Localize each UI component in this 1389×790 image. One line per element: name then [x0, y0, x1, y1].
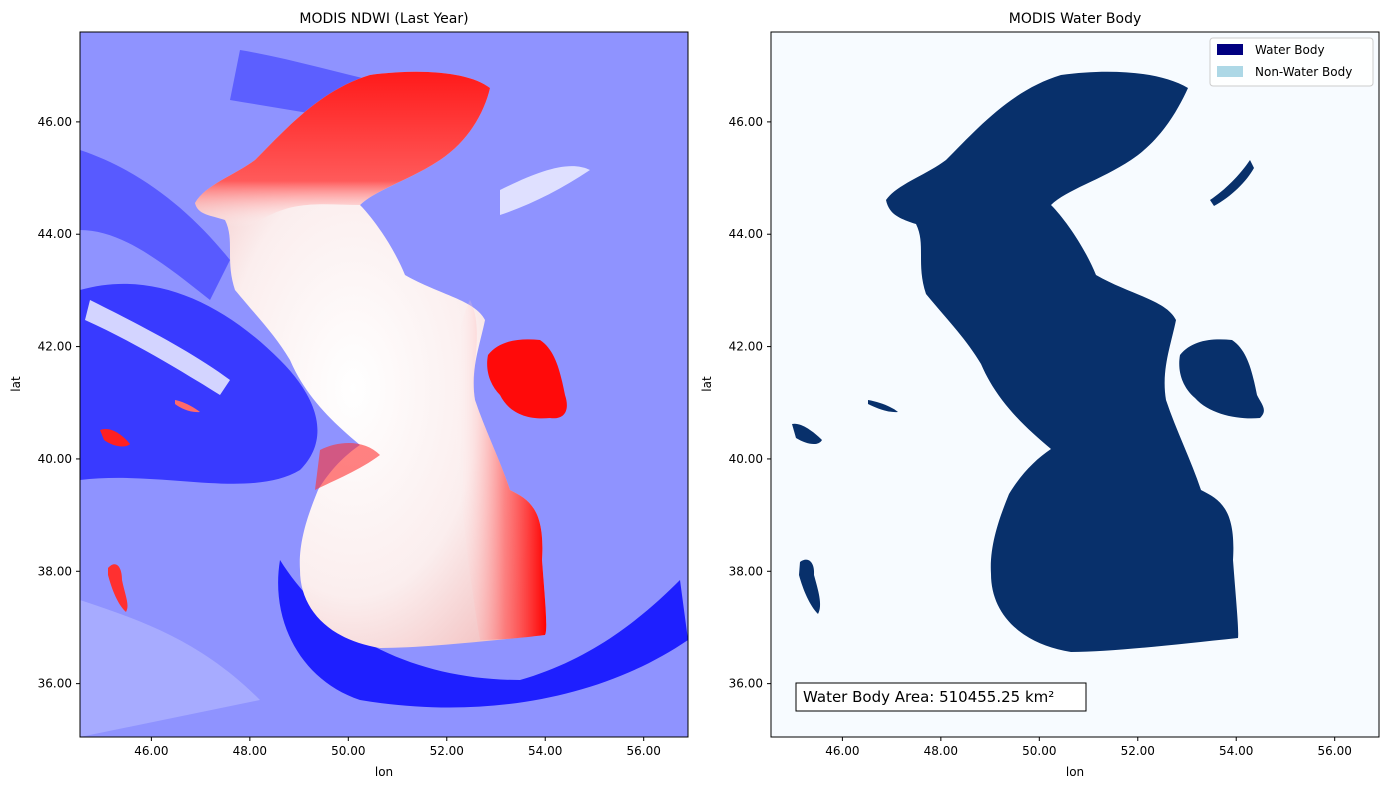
- caspian-waist-ndwi: [315, 443, 380, 490]
- ndwi-panel: MODIS NDWI (Last Year) lon lat 46.00 48.…: [9, 11, 689, 779]
- water-ytick-3: 42.00: [729, 340, 771, 354]
- svg-text:46.00: 46.00: [38, 115, 72, 129]
- svg-text:40.00: 40.00: [729, 452, 763, 466]
- water-ytick-2: 40.00: [729, 452, 771, 466]
- water-ytick-4: 44.00: [729, 227, 771, 241]
- svg-text:44.00: 44.00: [729, 227, 763, 241]
- legend-frame: [1209, 37, 1374, 87]
- caspian-east-coast-ndwi: [453, 300, 547, 640]
- water-ytick-5: 46.00: [729, 115, 771, 129]
- svg-text:54.00: 54.00: [528, 744, 562, 758]
- north-caspian-shallows: [195, 71, 490, 228]
- ndwi-xtick-5: 56.00: [627, 737, 661, 758]
- water-body-title: MODIS Water Body: [1009, 11, 1142, 27]
- water-body-ticks: 46.00 48.00 50.00 52.00 54.00 56.00 36.0…: [729, 115, 1352, 758]
- caspian-sea-ndwi: [195, 71, 547, 649]
- water-xtick-5: 56.00: [1318, 737, 1352, 758]
- water-xtick-0: 46.00: [825, 737, 860, 758]
- ndwi-image: [80, 32, 688, 737]
- area-annotation-text: Water Body Area: 510455.25 km²: [803, 688, 1054, 706]
- svg-text:36.00: 36.00: [38, 677, 72, 691]
- ndwi-title: MODIS NDWI (Last Year): [299, 11, 468, 27]
- svg-text:56.00: 56.00: [1318, 744, 1352, 758]
- svg-text:38.00: 38.00: [729, 564, 763, 578]
- water-ytick-0: 36.00: [729, 677, 771, 691]
- svg-text:50.00: 50.00: [331, 744, 365, 758]
- legend-label-water-body: Water Body: [1255, 43, 1325, 57]
- reservoir-water: [868, 400, 898, 413]
- legend-swatch-non-water-body: [1217, 66, 1243, 77]
- water-body-image: [771, 32, 1379, 737]
- legend-label-non-water-body: Non-Water Body: [1255, 65, 1352, 79]
- garabogazkol-water: [1179, 339, 1264, 419]
- ndwi-ytick-2: 40.00: [38, 452, 80, 466]
- ndwi-ytick-1: 38.00: [38, 564, 80, 578]
- area-annotation-box: [795, 682, 1087, 712]
- svg-text:46.00: 46.00: [825, 744, 859, 758]
- ndwi-ytick-0: 36.00: [38, 677, 80, 691]
- lake-urmia-water: [799, 559, 821, 614]
- water-xtick-3: 52.00: [1121, 737, 1155, 758]
- ndwi-low-region-northwest: [80, 150, 230, 300]
- ndwi-snow-ridge: [85, 300, 230, 395]
- ndwi-xlabel: lon: [375, 765, 393, 779]
- ndwi-ticks: 46.00 48.00 50.00 52.00 54.00 56.00 36.0…: [38, 115, 661, 758]
- water-body-ylabel: lat: [700, 376, 714, 392]
- lake-urmia-ndwi: [108, 564, 128, 612]
- water-body-axes-frame: [770, 31, 1380, 738]
- water-body-xlabel: lon: [1066, 765, 1084, 779]
- ndwi-low-region-south: [278, 560, 688, 708]
- ndwi-axes-frame: [79, 31, 689, 738]
- svg-text:44.00: 44.00: [38, 227, 72, 241]
- river-water-northeast: [1210, 160, 1254, 206]
- svg-text:48.00: 48.00: [924, 744, 958, 758]
- svg-text:40.00: 40.00: [38, 452, 72, 466]
- ndwi-ytick-3: 42.00: [38, 340, 80, 354]
- ndwi-xtick-0: 46.00: [134, 737, 169, 758]
- water-ytick-1: 38.00: [729, 564, 771, 578]
- ndwi-ytick-4: 44.00: [38, 227, 80, 241]
- ndwi-high-terrain-southwest: [80, 600, 260, 737]
- ndwi-xtick-1: 48.00: [233, 737, 267, 758]
- ndwi-xtick-2: 50.00: [331, 737, 365, 758]
- svg-text:52.00: 52.00: [1121, 744, 1155, 758]
- water-xtick-1: 48.00: [924, 737, 958, 758]
- svg-text:50.00: 50.00: [1022, 744, 1056, 758]
- ndwi-xtick-4: 54.00: [528, 737, 562, 758]
- svg-text:46.00: 46.00: [134, 744, 168, 758]
- ndwi-ylabel: lat: [9, 376, 23, 392]
- area-annotation: Water Body Area: 510455.25 km²: [795, 682, 1087, 712]
- lake-sevan-water: [792, 423, 822, 445]
- svg-text:52.00: 52.00: [430, 744, 464, 758]
- ndwi-ytick-5: 46.00: [38, 115, 80, 129]
- svg-text:54.00: 54.00: [1219, 744, 1253, 758]
- svg-text:38.00: 38.00: [38, 564, 72, 578]
- legend-swatch-water-body: [1217, 44, 1243, 55]
- garabogazkol-ndwi: [487, 339, 567, 419]
- svg-text:48.00: 48.00: [233, 744, 267, 758]
- reservoir-ndwi: [175, 400, 200, 413]
- lake-sevan-ndwi: [100, 428, 130, 447]
- water-xtick-2: 50.00: [1022, 737, 1056, 758]
- svg-text:36.00: 36.00: [729, 677, 763, 691]
- water-body-panel: MODIS Water Body lon lat 46.00 48.00 50.…: [700, 11, 1380, 779]
- ndwi-bright-streak: [500, 166, 590, 215]
- water-xtick-4: 54.00: [1219, 737, 1253, 758]
- ndwi-xtick-3: 52.00: [430, 737, 464, 758]
- caspian-sea-water: [886, 71, 1239, 653]
- svg-text:42.00: 42.00: [729, 340, 763, 354]
- svg-text:46.00: 46.00: [729, 115, 763, 129]
- water-body-legend: Water Body Non-Water Body: [1209, 37, 1374, 87]
- svg-text:56.00: 56.00: [627, 744, 661, 758]
- svg-text:42.00: 42.00: [38, 340, 72, 354]
